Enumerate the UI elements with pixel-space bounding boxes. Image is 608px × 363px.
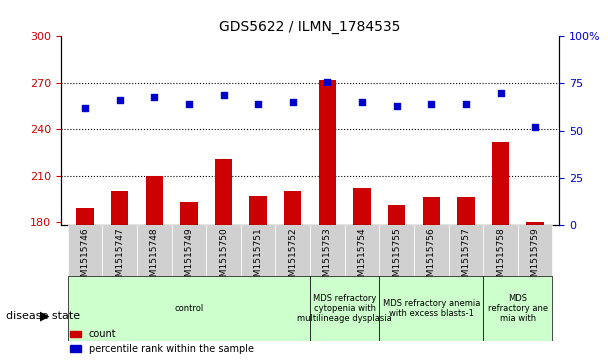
Bar xyxy=(457,197,474,225)
Bar xyxy=(249,196,267,225)
Legend: count, percentile rank within the sample: count, percentile rank within the sample xyxy=(66,326,258,358)
Point xyxy=(184,101,194,107)
FancyBboxPatch shape xyxy=(310,225,345,276)
Point xyxy=(461,101,471,107)
Text: GSM1515754: GSM1515754 xyxy=(358,228,367,288)
Text: ▶: ▶ xyxy=(40,309,49,322)
FancyBboxPatch shape xyxy=(310,276,379,341)
Title: GDS5622 / ILMN_1784535: GDS5622 / ILMN_1784535 xyxy=(219,20,401,34)
FancyBboxPatch shape xyxy=(483,225,518,276)
Text: GSM1515753: GSM1515753 xyxy=(323,228,332,288)
Point xyxy=(357,99,367,105)
Bar xyxy=(284,191,302,225)
FancyBboxPatch shape xyxy=(345,225,379,276)
Point xyxy=(219,92,229,98)
Bar xyxy=(146,176,163,225)
Point xyxy=(80,105,90,111)
FancyBboxPatch shape xyxy=(171,225,206,276)
Text: GSM1515747: GSM1515747 xyxy=(115,228,124,288)
Point xyxy=(150,94,159,99)
Text: GSM1515750: GSM1515750 xyxy=(219,228,228,288)
Text: GSM1515749: GSM1515749 xyxy=(184,228,193,288)
Bar xyxy=(77,208,94,225)
FancyBboxPatch shape xyxy=(275,225,310,276)
Text: GSM1515757: GSM1515757 xyxy=(461,228,471,288)
FancyBboxPatch shape xyxy=(67,276,310,341)
Text: MDS
refractory ane
mia with: MDS refractory ane mia with xyxy=(488,294,548,323)
FancyBboxPatch shape xyxy=(102,225,137,276)
Text: GSM1515755: GSM1515755 xyxy=(392,228,401,288)
FancyBboxPatch shape xyxy=(241,225,275,276)
FancyBboxPatch shape xyxy=(137,225,171,276)
Bar xyxy=(423,197,440,225)
Point xyxy=(288,99,298,105)
Bar xyxy=(527,222,544,225)
Text: GSM1515751: GSM1515751 xyxy=(254,228,263,288)
Bar xyxy=(353,188,371,225)
FancyBboxPatch shape xyxy=(379,276,483,341)
Text: disease state: disease state xyxy=(6,311,80,321)
Point xyxy=(496,90,505,96)
Bar xyxy=(388,205,406,225)
Point xyxy=(322,79,332,85)
Text: control: control xyxy=(174,304,204,313)
Bar xyxy=(319,79,336,225)
Text: GSM1515748: GSM1515748 xyxy=(150,228,159,288)
FancyBboxPatch shape xyxy=(449,225,483,276)
Point xyxy=(392,103,401,109)
Text: MDS refractory anemia
with excess blasts-1: MDS refractory anemia with excess blasts… xyxy=(382,299,480,318)
Text: GSM1515758: GSM1515758 xyxy=(496,228,505,288)
Bar xyxy=(180,202,198,225)
FancyBboxPatch shape xyxy=(379,225,414,276)
FancyBboxPatch shape xyxy=(206,225,241,276)
FancyBboxPatch shape xyxy=(483,276,553,341)
Bar xyxy=(215,159,232,225)
Text: GSM1515752: GSM1515752 xyxy=(288,228,297,288)
Point xyxy=(254,101,263,107)
Bar xyxy=(111,191,128,225)
Point xyxy=(530,124,540,130)
Text: GSM1515759: GSM1515759 xyxy=(531,228,540,288)
FancyBboxPatch shape xyxy=(67,225,102,276)
Bar xyxy=(492,142,509,225)
Text: MDS refractory
cytopenia with
multilineage dysplasia: MDS refractory cytopenia with multilinea… xyxy=(297,294,392,323)
FancyBboxPatch shape xyxy=(414,225,449,276)
Text: GSM1515756: GSM1515756 xyxy=(427,228,436,288)
Point xyxy=(426,101,436,107)
Point xyxy=(115,98,125,103)
FancyBboxPatch shape xyxy=(518,225,553,276)
Text: GSM1515746: GSM1515746 xyxy=(80,228,89,288)
